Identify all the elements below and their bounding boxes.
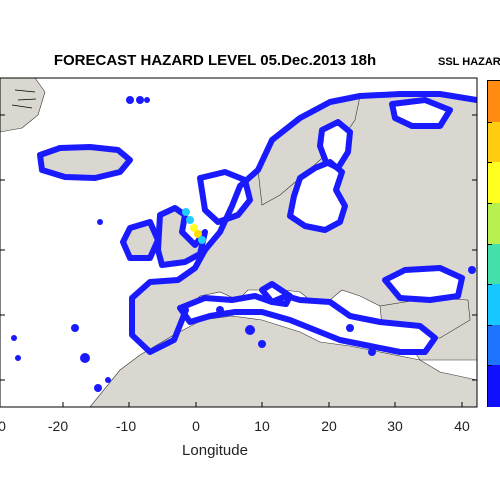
xtick-label: 20 — [321, 418, 337, 434]
x-ticks — [62, 402, 463, 407]
colorbar-tick — [488, 324, 492, 326]
colorbar-level — [488, 284, 500, 326]
hazard-map — [0, 77, 478, 408]
colorbar-tick — [488, 121, 492, 123]
colorbar-level — [488, 81, 500, 123]
colorbar-tick — [488, 365, 492, 367]
elevated-hazard-markers — [182, 208, 206, 244]
colorbar-level — [488, 324, 500, 366]
colorbar-tick — [488, 284, 492, 286]
colorbar-tick — [488, 162, 492, 164]
island-markers — [11, 96, 476, 392]
xtick-label: 10 — [254, 418, 270, 434]
xtick-label: -20 — [47, 418, 69, 434]
land-africa — [89, 315, 477, 407]
xtick-label: -10 — [115, 418, 137, 434]
vector-glyphs — [11, 89, 37, 109]
colorbar-level — [488, 202, 500, 244]
map-frame — [0, 77, 478, 408]
colorbar-level — [488, 365, 500, 407]
xtick-label: 40 — [454, 418, 470, 434]
coastal-hazard-markers — [37, 91, 477, 355]
colorbar-level — [488, 243, 500, 285]
y-ticks — [0, 114, 477, 381]
xtick-label: 0 — [192, 418, 200, 434]
colorbar-tick — [488, 243, 492, 245]
x-axis-label: Longitude — [182, 442, 248, 459]
xtick-label: 0 — [0, 418, 6, 434]
hazard-colorbar — [487, 80, 500, 407]
colorbar-title: SSL HAZAR — [438, 56, 500, 68]
colorbar-tick — [488, 202, 492, 204]
map-title: FORECAST HAZARD LEVEL 05.Dec.2013 18h — [53, 52, 377, 69]
xtick-label: 30 — [387, 418, 403, 434]
colorbar-level — [488, 162, 500, 204]
colorbar-level — [488, 121, 500, 163]
